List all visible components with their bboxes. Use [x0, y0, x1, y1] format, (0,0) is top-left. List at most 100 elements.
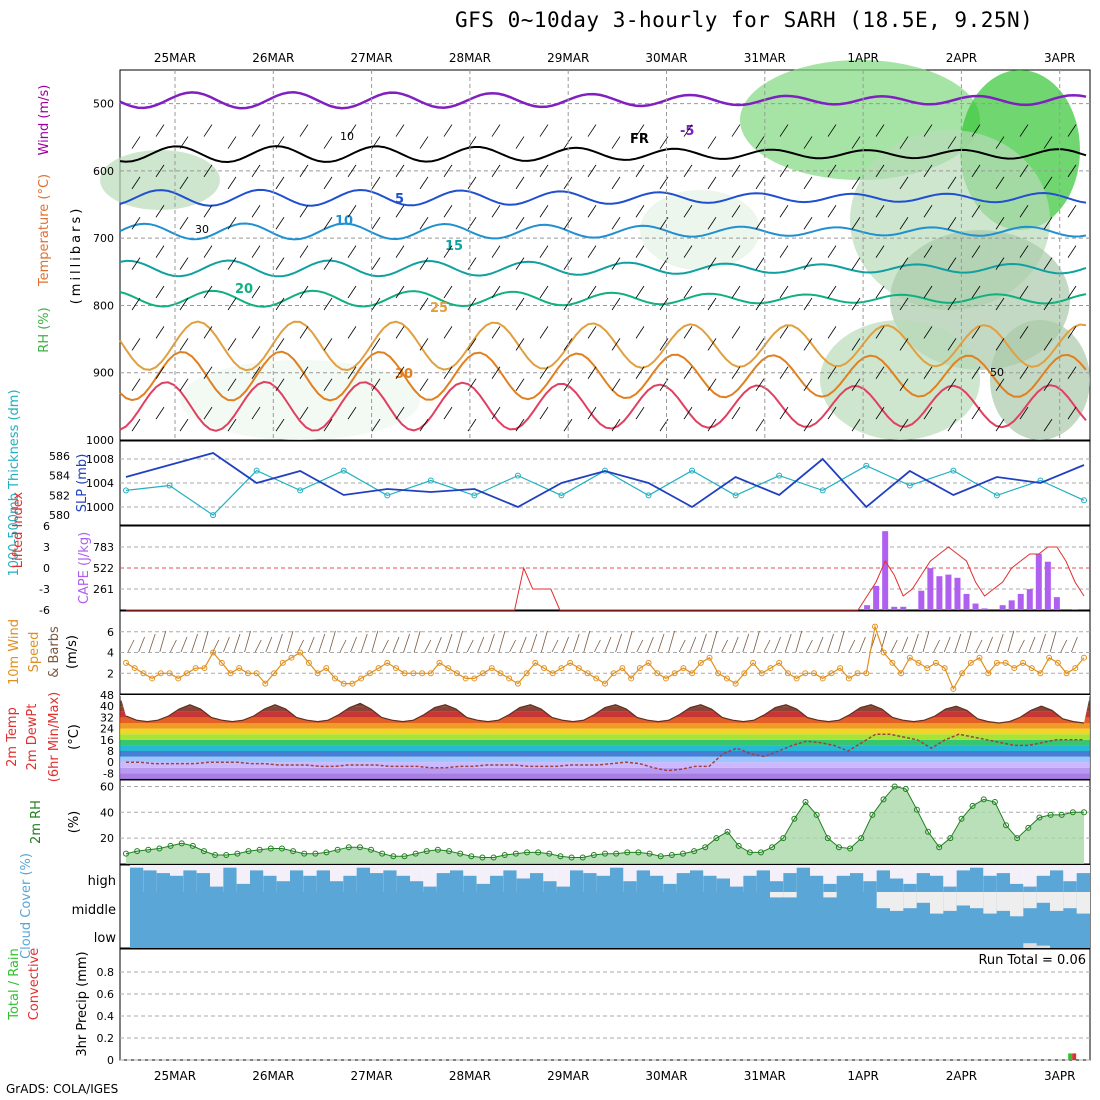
cloud-mid-gap-65	[996, 892, 1010, 911]
wind-barb-11	[155, 245, 165, 258]
wind10-point-98	[976, 654, 983, 661]
wind10-barb-22	[360, 633, 368, 653]
wind10-barb-20	[339, 639, 347, 653]
wind-barb-173	[635, 326, 645, 339]
wind10-barb-0	[127, 639, 135, 653]
upper-ylabel-part-0: RH (%)	[37, 307, 52, 352]
precip-ytick-0: 0	[107, 1054, 114, 1067]
wind10-point-57	[619, 665, 626, 672]
wind-barb-27	[203, 245, 213, 258]
wind10-barb-38	[530, 633, 538, 653]
rh2m-point-61	[802, 798, 809, 805]
wind-barb-131	[515, 257, 525, 270]
wind10-barb-82	[996, 633, 1004, 653]
wind-barb-44	[251, 285, 261, 299]
wind-barb-286	[971, 366, 981, 379]
date-bottom-2: 27MAR	[351, 1069, 393, 1083]
cloud-high-bar-25	[463, 875, 477, 892]
wind-barb-303	[1019, 406, 1029, 420]
rh2m-point-0	[123, 850, 129, 857]
date-top-0: 25MAR	[154, 51, 196, 65]
wind-barb-232	[827, 124, 837, 137]
thickness-point-18	[906, 482, 913, 489]
wind10-barb-36	[509, 639, 516, 653]
cloud-high-bar-67	[1023, 886, 1037, 892]
rh2m-point-26	[412, 850, 419, 857]
slp-ytick-1: 1004	[86, 477, 114, 490]
wind-barb-2	[131, 217, 141, 230]
temp-band-3	[120, 756, 1090, 763]
wind-barb-270	[923, 366, 933, 379]
wind10-barb-35	[498, 630, 506, 653]
wind-barb-40	[251, 124, 261, 137]
rh2m-point-4	[167, 842, 174, 849]
wind-barb-210	[755, 217, 765, 230]
wind-barb-137	[539, 164, 549, 178]
wind10-point-11	[218, 659, 225, 666]
wind-barb-20	[179, 297, 189, 311]
wind10-point-83	[845, 675, 852, 682]
wind-barb-29	[203, 326, 213, 339]
wind-barb-54	[275, 378, 285, 391]
wind-barb-202	[731, 205, 741, 218]
chart-title: GFS 0~10day 3-hourly for SARH (18.5E, 9.…	[455, 8, 1034, 32]
temp-band-6	[120, 739, 1090, 746]
wind10-barb-54	[700, 633, 707, 653]
wind-barb-19	[179, 257, 189, 270]
cape-ytick-1: 522	[93, 562, 114, 575]
cloud-high-bar-21	[410, 881, 424, 892]
temp-contour-label-6: 25	[430, 301, 448, 316]
upper-ytick-0: 500	[93, 98, 114, 111]
wind10-point-60	[645, 659, 652, 666]
rh2m-point-23	[379, 850, 386, 857]
cloud-high-bar-1	[143, 870, 157, 892]
wind10-point-99	[985, 670, 992, 677]
wind10-barb-10	[233, 633, 241, 653]
cloud-high-bar-32	[556, 886, 570, 892]
precip-total-bar-80	[1068, 1053, 1073, 1060]
temp-contour-label-2: 5	[395, 192, 404, 207]
wind10-barb-65	[816, 636, 824, 653]
temp2m-line	[125, 702, 1085, 724]
wind10-point-50	[558, 665, 565, 672]
rh2m-point-67	[869, 811, 876, 818]
wind10-point-54	[593, 675, 600, 682]
wind-barb-245	[851, 338, 861, 351]
thickness-ytick-1: 582	[49, 489, 70, 502]
cloud-level-1: middle	[72, 903, 116, 918]
wind-barb-240	[851, 136, 861, 149]
temp2m-ylabel-c: (6hr Min/Max)	[47, 692, 62, 782]
temp-contour-8	[119, 380, 1087, 432]
wind10-point-94	[941, 665, 948, 672]
wind-barb-98	[419, 217, 429, 230]
rh2m-point-7	[200, 848, 207, 855]
wind-barb-299	[1019, 245, 1029, 258]
wind10-point-106	[1046, 654, 1053, 661]
cloud-high-bar-39	[650, 875, 664, 892]
wind10-point-0	[123, 659, 129, 666]
wind-barb-121	[491, 164, 501, 178]
wind-barb-93	[395, 326, 405, 339]
rh2m-ylabel-unit: (%)	[67, 811, 82, 834]
wind-barb-162	[611, 217, 621, 230]
wind-barb-134	[515, 378, 525, 391]
wind10-barb-5	[180, 636, 188, 653]
rh2m-area	[126, 786, 1084, 864]
cloud-high-bar-4	[183, 870, 197, 892]
wind-barb-30	[203, 366, 213, 379]
wind-barb-45	[251, 326, 261, 339]
cloud-high-bar-45	[730, 886, 744, 892]
wind10-point-1	[131, 665, 138, 672]
wind-barb-309	[1043, 338, 1053, 351]
cape-bar-99	[1017, 593, 1024, 610]
wind10-point-91	[915, 659, 922, 666]
cloud-high-bar-49	[783, 873, 797, 892]
cape-bar-88	[918, 590, 925, 610]
precip-ytick-2: 0.4	[97, 1010, 115, 1023]
cloud-high-bar-8	[236, 883, 250, 892]
wind-barb-256	[899, 136, 909, 149]
wind-barb-242	[851, 217, 861, 230]
wind-barb-141	[539, 326, 549, 339]
rh-shading-4	[100, 150, 220, 210]
thickness-point-12	[645, 492, 652, 499]
